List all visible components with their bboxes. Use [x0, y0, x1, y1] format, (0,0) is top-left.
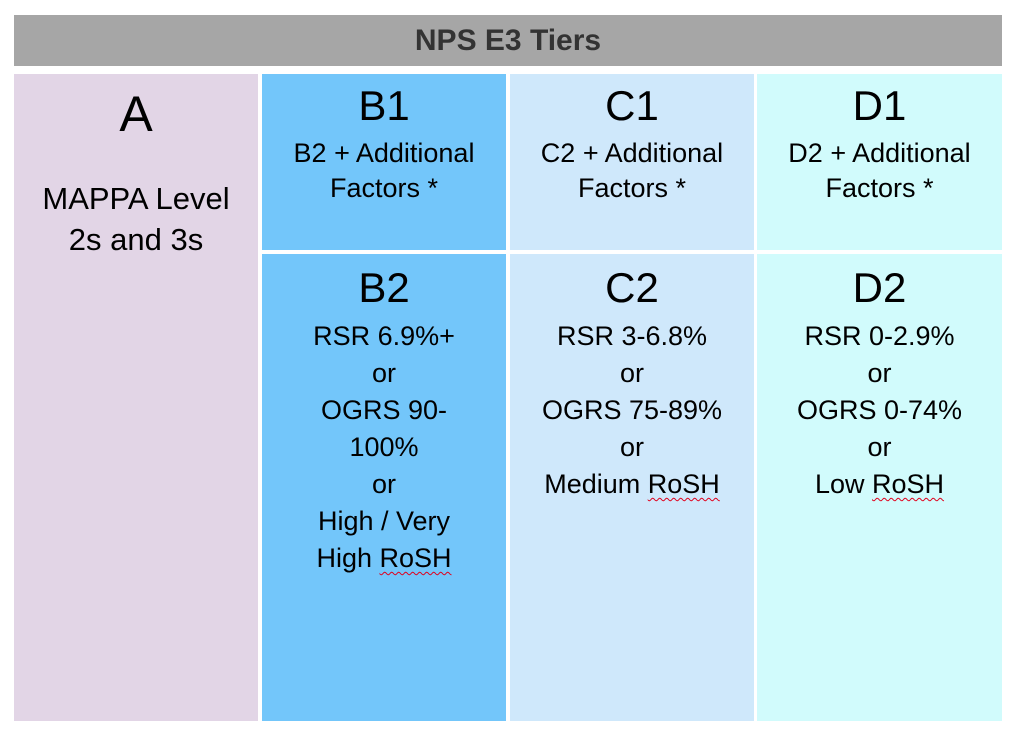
- tier-a-label: A: [119, 86, 153, 142]
- tier-c2-criteria: RSR 3-6.8% or OGRS 75-89% or Medium RoSH: [542, 318, 722, 503]
- tier-c2-line: or: [619, 358, 644, 388]
- tier-c2-line: RSR 3-6.8%: [556, 321, 708, 351]
- tier-c2-prefix: Medium: [544, 469, 648, 499]
- tier-c2-cell: C2 RSR 3-6.8% or OGRS 75-89% or Medium R…: [510, 254, 754, 721]
- tier-b2-prefix: High: [316, 543, 380, 573]
- tier-b2-line: RSR 6.9%+: [313, 321, 455, 351]
- tier-c2-line: OGRS 75-89%: [541, 395, 723, 425]
- tier-c1-line: Factors *: [577, 173, 686, 203]
- tier-c2-line: Medium RoSH: [542, 466, 722, 503]
- tier-a-line: MAPPA Level: [42, 181, 230, 216]
- tier-b1-line: B2 + Additional: [293, 138, 475, 168]
- tier-a-cell: A MAPPA Level 2s and 3s: [14, 74, 258, 721]
- tier-b2-cell: B2 RSR 6.9%+ or OGRS 90- 100% or High / …: [262, 254, 506, 721]
- tier-c1-description: C2 + Additional Factors *: [541, 136, 723, 206]
- tier-d2-label: D2: [852, 264, 907, 311]
- tier-b2-line: 100%: [349, 432, 419, 462]
- title-bar: NPS E3 Tiers: [14, 15, 1002, 66]
- rosh-word: RoSH: [647, 469, 720, 499]
- tier-b2-line: or: [371, 358, 396, 388]
- tier-b1-description: B2 + Additional Factors *: [294, 136, 475, 206]
- tier-d1-label: D1: [852, 82, 907, 129]
- tier-c2-label: C2: [605, 264, 659, 311]
- rosh-word: RoSH: [379, 543, 452, 573]
- tier-c1-label: C1: [605, 82, 659, 129]
- tier-d2-prefix: Low: [814, 469, 872, 499]
- tier-d2-line: Low RoSH: [797, 466, 962, 503]
- tier-b2-line: or: [371, 469, 396, 499]
- tier-d2-line: OGRS 0-74%: [796, 395, 963, 425]
- tier-b2-label: B2: [358, 264, 410, 311]
- tier-b2-line: High / Very: [317, 506, 451, 536]
- tier-b1-cell: B1 B2 + Additional Factors *: [262, 74, 506, 250]
- tier-d1-cell: D1 D2 + Additional Factors *: [757, 74, 1002, 250]
- tier-d2-line: or: [867, 432, 892, 462]
- tier-b2-criteria: RSR 6.9%+ or OGRS 90- 100% or High / Ver…: [313, 318, 455, 577]
- tier-c2-line: or: [619, 432, 644, 462]
- tier-d2-line: or: [867, 358, 892, 388]
- tier-d2-cell: D2 RSR 0-2.9% or OGRS 0-74% or Low RoSH: [757, 254, 1002, 721]
- tier-d1-description: D2 + Additional Factors *: [788, 136, 970, 206]
- tier-c1-line: C2 + Additional: [540, 138, 724, 168]
- page-title: NPS E3 Tiers: [414, 23, 602, 57]
- tier-b2-line: High RoSH: [313, 540, 455, 577]
- tier-b1-label: B1: [358, 82, 410, 129]
- tier-d1-line: Factors *: [825, 173, 934, 203]
- tier-c1-cell: C1 C2 + Additional Factors *: [510, 74, 754, 250]
- tier-d2-criteria: RSR 0-2.9% or OGRS 0-74% or Low RoSH: [797, 318, 962, 503]
- tier-b1-line: Factors *: [329, 173, 439, 203]
- tier-b2-line: OGRS 90-: [320, 395, 448, 425]
- tier-d2-line: RSR 0-2.9%: [804, 321, 955, 351]
- tier-d1-line: D2 + Additional: [788, 138, 971, 168]
- tier-a-line: 2s and 3s: [68, 222, 204, 257]
- rosh-word: RoSH: [872, 469, 945, 499]
- tier-a-description: MAPPA Level 2s and 3s: [42, 178, 229, 260]
